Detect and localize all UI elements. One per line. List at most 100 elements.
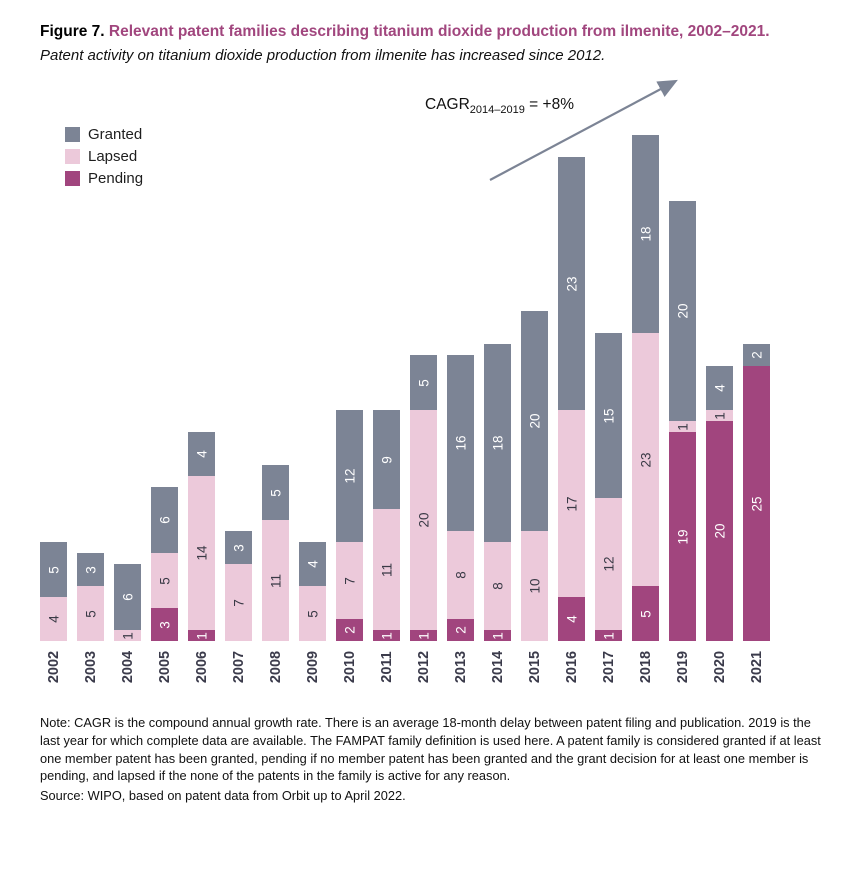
year-label: 2020	[711, 651, 728, 684]
segment-granted-2018: 18	[632, 135, 659, 334]
segment-granted-2014: 18	[484, 344, 511, 543]
segment-value-label: 4	[711, 384, 727, 393]
note-block: Note: CAGR is the compound annual growth…	[40, 714, 830, 804]
segment-value-label: 5	[82, 609, 98, 618]
figure-title-block: Figure 7. Relevant patent families descr…	[40, 20, 812, 66]
segment-granted-2005: 6	[151, 487, 178, 554]
figure-title: Figure 7. Relevant patent families descr…	[40, 20, 812, 43]
legend-label: Pending	[88, 170, 144, 188]
segment-value-label: 14	[193, 545, 209, 561]
segment-value-label: 1	[378, 631, 394, 640]
x-axis-year-2004: 2004	[114, 641, 141, 693]
segment-value-label: 7	[230, 598, 246, 607]
segment-value-label: 12	[341, 468, 357, 484]
year-label: 2018	[637, 651, 654, 684]
segment-lapsed-2014: 8	[484, 542, 511, 631]
cagr-prefix: CAGR	[425, 96, 470, 114]
segment-value-label: 1	[600, 631, 616, 640]
legend-swatch-lapsed	[65, 149, 80, 165]
segment-lapsed-2009: 5	[299, 586, 326, 642]
segment-value-label: 23	[637, 452, 653, 468]
chart-legend: Granted Lapsed Pending	[65, 126, 143, 192]
segment-granted-2002: 5	[40, 542, 67, 598]
segment-value-label: 18	[489, 435, 505, 451]
segment-value-label: 11	[267, 573, 283, 588]
segment-granted-2004: 6	[114, 564, 141, 631]
x-axis-year-2006: 2006	[188, 641, 215, 693]
segment-value-label: 10	[526, 578, 542, 594]
segment-value-label: 20	[526, 413, 542, 429]
year-label: 2003	[82, 651, 99, 684]
legend-swatch-granted	[65, 127, 80, 143]
segment-pending-2005: 3	[151, 608, 178, 642]
segment-lapsed-2015: 10	[521, 531, 548, 642]
segment-lapsed-2007: 7	[225, 564, 252, 642]
year-label: 2019	[674, 651, 691, 684]
segment-value-label: 5	[304, 609, 320, 618]
segment-granted-2015: 20	[521, 311, 548, 532]
x-axis-year-2014: 2014	[484, 641, 511, 693]
x-axis-year-2018: 2018	[632, 641, 659, 693]
bar-column-2016: 23 17 4 2016	[558, 157, 585, 693]
year-label: 2021	[748, 651, 765, 684]
year-label: 2004	[119, 651, 136, 684]
segment-granted-2017: 15	[595, 333, 622, 499]
segment-value-label: 2	[748, 351, 764, 360]
segment-value-label: 1	[415, 631, 431, 640]
year-label: 2011	[378, 651, 395, 683]
x-axis-year-2017: 2017	[595, 641, 622, 693]
segment-granted-2007: 3	[225, 531, 252, 565]
x-axis-year-2007: 2007	[225, 641, 252, 693]
segment-granted-2012: 5	[410, 355, 437, 411]
year-label: 2005	[156, 651, 173, 684]
bar-column-2019: 20 1 19 2019	[669, 201, 696, 693]
legend-label: Granted	[88, 126, 143, 144]
segment-value-label: 3	[156, 620, 172, 629]
x-axis-year-2021: 2021	[743, 641, 770, 693]
year-label: 2016	[563, 651, 580, 684]
legend-item-lapsed: Lapsed	[65, 148, 143, 165]
segment-granted-2008: 5	[262, 465, 289, 521]
segment-value-label: 6	[156, 516, 172, 525]
x-axis-year-2012: 2012	[410, 641, 437, 693]
bar-column-2015: 20 10 2015	[521, 311, 548, 693]
segment-value-label: 2	[452, 626, 468, 635]
figure-label: Figure 7.	[40, 23, 105, 40]
segment-value-label: 1	[193, 631, 209, 640]
segment-lapsed-2020: 1	[706, 410, 733, 422]
cagr-subscript: 2014–2019	[469, 104, 525, 117]
segment-granted-2013: 16	[447, 355, 474, 532]
segment-pending-2021: 25	[743, 366, 770, 642]
year-label: 2012	[415, 651, 432, 684]
x-axis-year-2019: 2019	[669, 641, 696, 693]
segment-pending-2017: 1	[595, 630, 622, 642]
year-label: 2002	[45, 651, 62, 684]
bar-column-2012: 5 20 1 2012	[410, 355, 437, 693]
segment-value-label: 1	[489, 631, 505, 640]
segment-lapsed-2018: 23	[632, 333, 659, 587]
segment-value-label: 11	[378, 562, 394, 577]
segment-value-label: 6	[119, 593, 135, 602]
segment-value-label: 7	[341, 576, 357, 585]
x-axis-year-2002: 2002	[40, 641, 67, 693]
segment-value-label: 3	[230, 543, 246, 552]
segment-granted-2021: 2	[743, 344, 770, 367]
segment-lapsed-2004: 1	[114, 630, 141, 642]
segment-value-label: 8	[489, 582, 505, 591]
segment-value-label: 1	[119, 631, 135, 640]
x-axis-year-2009: 2009	[299, 641, 326, 693]
segment-value-label: 2	[341, 626, 357, 635]
segment-granted-2006: 4	[188, 432, 215, 477]
bar-column-2021: 2 25 2021	[743, 344, 770, 693]
cagr-suffix: = +8%	[524, 96, 574, 114]
x-axis-year-2010: 2010	[336, 641, 363, 693]
segment-value-label: 5	[415, 378, 431, 387]
year-label: 2009	[304, 651, 321, 684]
segment-pending-2013: 2	[447, 619, 474, 642]
bar-column-2003: 3 5 2003	[77, 553, 104, 693]
segment-pending-2012: 1	[410, 630, 437, 642]
segment-value-label: 1	[674, 422, 690, 431]
x-axis-year-2013: 2013	[447, 641, 474, 693]
bar-column-2002: 5 4 2002	[40, 542, 67, 693]
segment-granted-2009: 4	[299, 542, 326, 587]
